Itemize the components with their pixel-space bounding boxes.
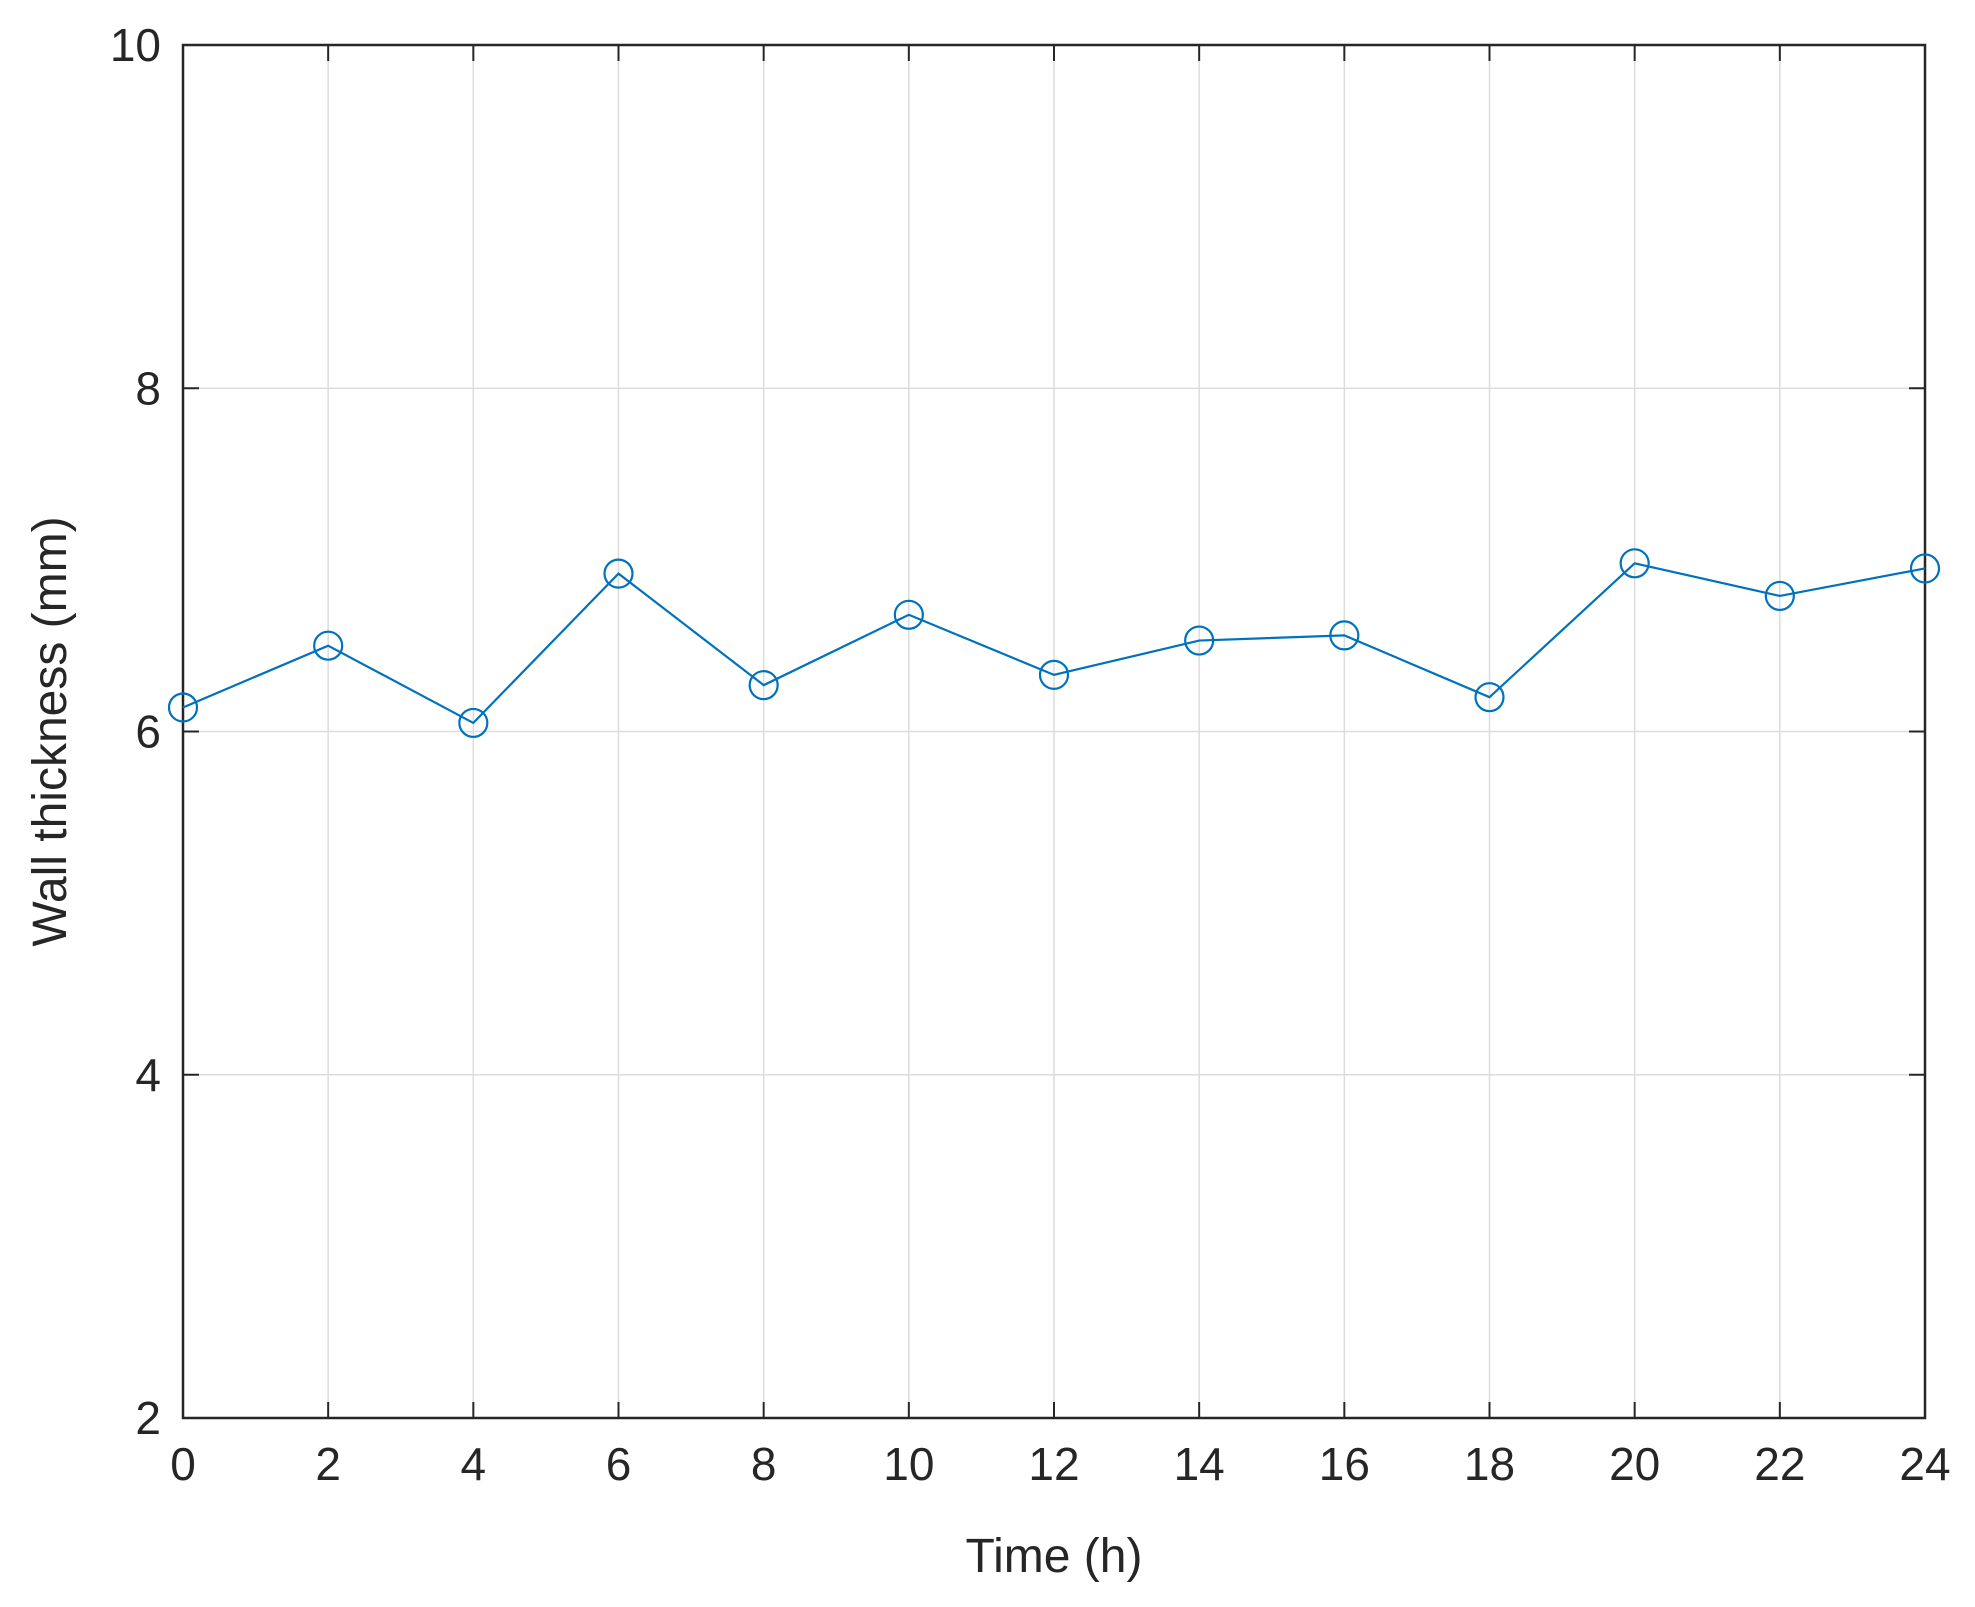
y-tick-label: 8: [135, 362, 161, 414]
x-tick-label: 24: [1899, 1438, 1950, 1490]
x-tick-label: 12: [1028, 1438, 1079, 1490]
y-axis-title: Wall thickness (mm): [24, 516, 77, 946]
data-point: [1764, 580, 1795, 612]
x-axis-tick-labels: 0 2 4 6 8 10 12 14 16 18 20 22 24: [170, 1438, 1950, 1490]
series: [167, 548, 1941, 739]
x-tick-label: 4: [461, 1438, 487, 1490]
data-point: [458, 707, 489, 739]
x-tick-label: 10: [883, 1438, 934, 1490]
data-point: [748, 670, 779, 701]
x-axis-title: Time (h): [966, 1530, 1143, 1583]
data-point: [1909, 553, 1941, 584]
data-point: [1184, 625, 1215, 656]
y-tick-label: 2: [135, 1392, 161, 1444]
data-point: [1038, 659, 1070, 690]
data-point: [893, 599, 924, 630]
axis-ticks: [182, 44, 1926, 1419]
x-tick-label: 16: [1319, 1438, 1370, 1490]
data-point: [1474, 682, 1505, 713]
y-tick-label: 6: [135, 706, 161, 758]
data-point: [313, 630, 344, 661]
x-tick-label: 18: [1464, 1438, 1515, 1490]
y-tick-label: 4: [135, 1049, 161, 1101]
x-tick-label: 6: [606, 1438, 632, 1490]
series-line: [182, 562, 1926, 725]
data-point: [167, 692, 199, 723]
data-point: [1329, 620, 1360, 651]
x-tick-label: 0: [170, 1438, 196, 1490]
x-tick-label: 20: [1609, 1438, 1660, 1490]
data-point: [1619, 548, 1650, 579]
grid: [182, 44, 1926, 1419]
x-tick-label: 22: [1754, 1438, 1805, 1490]
y-axis-tick-labels: 2 4 6 8 10: [110, 19, 161, 1444]
data-point: [603, 558, 634, 589]
x-tick-label: 8: [751, 1438, 777, 1490]
x-tick-label: 2: [315, 1438, 341, 1490]
y-tick-label: 10: [110, 19, 161, 71]
x-tick-label: 14: [1174, 1438, 1225, 1490]
